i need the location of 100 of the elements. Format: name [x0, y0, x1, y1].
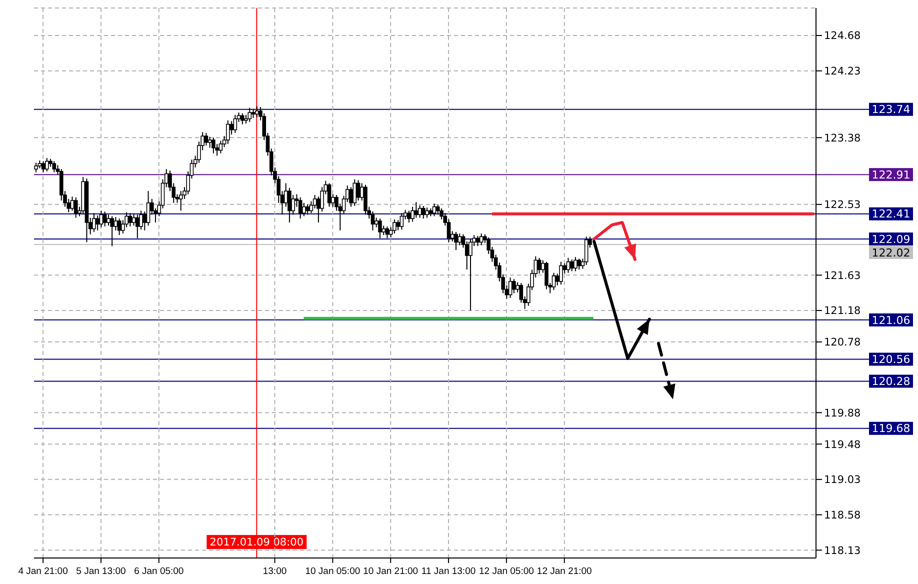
- candlestick: [370, 211, 375, 231]
- candlestick: [212, 137, 216, 154]
- candlestick: [479, 233, 484, 246]
- x-tick-label: 11 Jan 13:00: [421, 566, 476, 577]
- candlestick: [577, 258, 581, 270]
- candlestick: [132, 213, 136, 226]
- x-tick-label: 4 Jan 21:00: [18, 566, 68, 577]
- x-tick-label: 13:00: [262, 566, 287, 577]
- candlestick: [45, 158, 49, 172]
- candlestick: [356, 180, 360, 201]
- candlestick: [584, 236, 588, 266]
- ref-line-label: 122.91: [872, 168, 910, 182]
- candlestick: [128, 212, 132, 227]
- candlestick: [432, 203, 436, 217]
- candlestick: [288, 187, 292, 223]
- candlestick: [52, 160, 56, 173]
- ref-line-label: 119.68: [872, 422, 910, 436]
- candlestick: [291, 194, 295, 216]
- candlestick: [425, 207, 429, 218]
- ref-line-label: 120.28: [872, 375, 910, 388]
- y-tick-label: 121.18: [824, 305, 861, 318]
- candlestick: [559, 261, 563, 286]
- x-tick-label: 6 Jan 05:00: [134, 566, 184, 577]
- candlestick: [410, 206, 414, 222]
- candlestick: [146, 190, 150, 226]
- candlestick: [352, 178, 357, 206]
- candlestick: [512, 278, 516, 294]
- y-tick-label: 119.03: [824, 474, 861, 486]
- candlestick: [226, 120, 230, 144]
- x-tick-label: 2017.01.09 08:00: [210, 536, 304, 549]
- candlestick: [233, 114, 238, 134]
- candlestick: [312, 194, 317, 209]
- y-tick-label: 124.23: [824, 66, 861, 78]
- candlestick: [99, 210, 104, 228]
- candlestick: [364, 184, 368, 216]
- x-tick-label: 12 Jan 05:00: [478, 566, 534, 577]
- candlestick: [218, 140, 223, 154]
- candlestick: [117, 218, 122, 236]
- candlestick: [422, 206, 426, 220]
- candlestick: [208, 136, 212, 148]
- candlestick: [385, 226, 390, 239]
- candlestick: [552, 272, 556, 291]
- candlestick: [302, 202, 306, 217]
- candlestick: [34, 162, 38, 173]
- x-tick-label: 12 Jan 21:00: [536, 566, 592, 577]
- candlestick: [407, 210, 411, 223]
- ref-line-label: 121.06: [872, 314, 910, 327]
- x-tick-label: 5 Jan 13:00: [76, 566, 126, 577]
- candlestick: [96, 214, 100, 231]
- candlestick: [110, 216, 114, 247]
- candlestick: [204, 132, 208, 146]
- candlestick: [400, 212, 404, 230]
- y-tick-label: 119.48: [824, 438, 861, 451]
- y-tick-label: 118.13: [824, 544, 861, 557]
- x-tick-label: 10 Jan 05:00: [305, 566, 360, 577]
- y-tick-label: 120.78: [824, 336, 861, 349]
- candlestick: [392, 218, 396, 234]
- candlestick: [378, 218, 382, 239]
- candlestick: [544, 261, 548, 290]
- candlestick: [349, 186, 353, 208]
- candlestick: [248, 107, 252, 122]
- candlestick: [70, 196, 74, 212]
- candlestick: [102, 211, 107, 227]
- y-tick-label: 124.68: [824, 30, 861, 42]
- candlestick: [254, 106, 259, 118]
- candlestick: [306, 204, 310, 216]
- candlestick: [436, 204, 440, 216]
- candlestick: [136, 214, 140, 239]
- candlestick: [240, 112, 244, 125]
- y-tick-label: 123.38: [824, 132, 861, 144]
- x-tick-label: 10 Jan 21:00: [363, 566, 418, 577]
- ref-line-label: 122.41: [872, 208, 910, 221]
- ref-line-label: 120.56: [872, 353, 910, 366]
- candlestick: [454, 231, 458, 250]
- candlestick: [574, 256, 578, 272]
- ref-line-label: 122.02: [872, 246, 910, 260]
- candlestick: [570, 258, 574, 272]
- candlestick: [476, 235, 480, 247]
- candlestick: [508, 277, 512, 298]
- candlestick: [414, 202, 418, 218]
- candlestick: [92, 212, 96, 232]
- candlestick: [566, 257, 570, 274]
- candlestick: [106, 214, 110, 226]
- candlestick: [327, 182, 332, 208]
- y-tick-label: 122.53: [824, 199, 861, 212]
- candlestick: [458, 233, 462, 246]
- y-tick-label: 121.63: [824, 270, 861, 282]
- candlestick: [74, 196, 78, 218]
- y-tick-label: 119.88: [824, 407, 861, 420]
- candlestick: [537, 257, 542, 274]
- y-tick-label: 118.58: [824, 510, 861, 522]
- candlestick: [468, 238, 472, 311]
- candlestick: [396, 220, 400, 231]
- ref-line-label: 123.74: [872, 103, 910, 116]
- candlestick: [178, 190, 183, 212]
- candlestick: [298, 196, 302, 220]
- candlestick: [41, 160, 46, 173]
- candlestick: [114, 216, 118, 231]
- candlestick: [418, 204, 422, 218]
- ref-line-label: 122.09: [872, 232, 910, 246]
